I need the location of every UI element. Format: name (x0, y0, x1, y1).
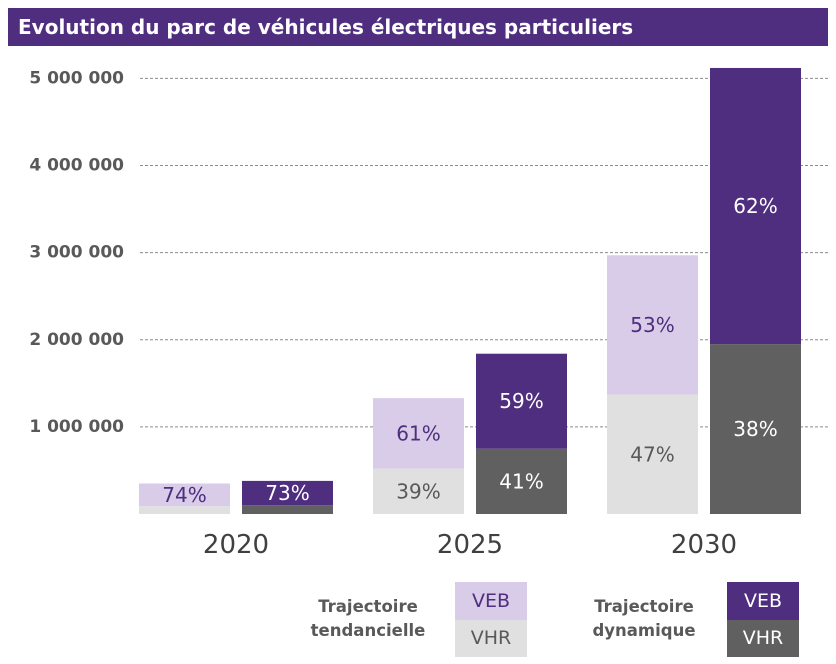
bar-label-2020-dynamique-veb: 73% (265, 481, 309, 505)
chart-title: Evolution du parc de véhicules électriqu… (8, 8, 828, 46)
bar-label-2030-tendancielle-veb: 53% (630, 313, 674, 337)
x-category-label: 2025 (437, 530, 503, 560)
bar-2030-tendancielle-vhr (607, 394, 698, 514)
legend-group-tendancielle: Trajectoire tendancielle (310, 597, 426, 640)
legend-swatch-tendancielle-vhr: VHR (455, 620, 527, 657)
y-tick-label: 3 000 000 (29, 243, 124, 263)
bar-2025-tendancielle-veb (373, 398, 464, 469)
bar-label-2025-tendancielle-veb: 61% (396, 421, 440, 445)
bar-2025-dynamique-veb (476, 353, 567, 449)
bar-2030-dynamique-vhr (710, 344, 801, 514)
y-tick-label: 1 000 000 (29, 417, 124, 437)
legend-swatch-tendancielle-veb: VEB (455, 582, 527, 620)
y-tick-label: 4 000 000 (29, 156, 124, 176)
y-tick-label: 5 000 000 (29, 68, 124, 88)
y-tick-label: 2 000 000 (29, 330, 124, 350)
bar-label-2030-dynamique-vhr: 38% (733, 417, 777, 441)
legend-swatch-dynamique-veb: VEB (727, 582, 799, 620)
bar-label-2025-dynamique-vhr: 41% (499, 469, 543, 493)
x-category-label: 2020 (203, 530, 269, 560)
bar-2030-dynamique-veb (710, 67, 801, 345)
bar-2025-tendancielle-vhr (373, 468, 464, 514)
bar-2020-dynamique-vhr (242, 505, 333, 514)
legend-swatch-dynamique-vhr: VHR (727, 620, 799, 657)
bar-2020-tendancielle-vhr (139, 506, 230, 514)
bar-label-2020-tendancielle-veb: 74% (162, 483, 206, 507)
bar-2020-tendancielle-veb (139, 483, 230, 507)
bar-label-2030-dynamique-veb: 62% (733, 194, 777, 218)
bar-2030-tendancielle-veb (607, 255, 698, 395)
bar-label-2025-dynamique-veb: 59% (499, 389, 543, 413)
bar-label-2025-tendancielle-vhr: 39% (396, 479, 440, 503)
bar-2025-dynamique-vhr (476, 448, 567, 514)
bar-label-2030-tendancielle-vhr: 47% (630, 442, 674, 466)
legend-group-dynamique: Trajectoire dynamique (592, 597, 696, 640)
x-category-label: 2030 (671, 530, 737, 560)
bar-2020-dynamique-veb (242, 480, 333, 506)
